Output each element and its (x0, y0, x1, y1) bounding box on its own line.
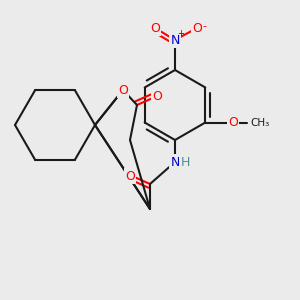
Text: O: O (125, 169, 135, 182)
Text: O: O (118, 83, 128, 97)
Text: O: O (152, 91, 162, 103)
Text: -: - (202, 21, 206, 31)
Text: O: O (150, 22, 160, 34)
Text: N: N (170, 155, 180, 169)
Text: N: N (170, 34, 180, 46)
Text: O: O (228, 116, 238, 129)
Text: +: + (178, 28, 184, 38)
Text: H: H (180, 155, 190, 169)
Text: CH₃: CH₃ (250, 118, 270, 128)
Text: O: O (192, 22, 202, 34)
